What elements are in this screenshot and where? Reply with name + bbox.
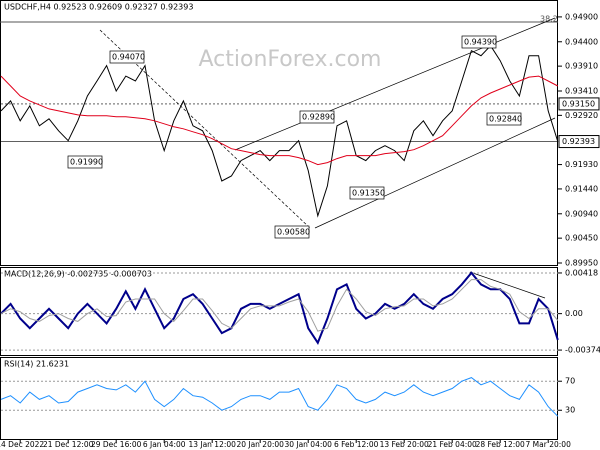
annotation: 0.92840 [489, 115, 522, 124]
y-tick-label: 0.93910 [565, 62, 598, 71]
rsi-panel [0, 357, 558, 440]
annotation: 0.94390 [464, 38, 497, 47]
annotation: 0.92890 [302, 113, 335, 122]
x-tick-label: 6 Feb 12:00 [334, 440, 379, 449]
x-tick-label: 28 Feb 12:00 [476, 440, 525, 449]
annotation: 0.91350 [352, 189, 385, 198]
main-title: USDCHF,H4 0.92523 0.92609 0.92327 0.9239… [4, 3, 193, 12]
channel-upper [234, 17, 556, 151]
y-tick-label: 0.91930 [565, 160, 598, 169]
x-tick-label: 6 Jan 04:00 [143, 440, 186, 449]
y-tick-label: 0.94400 [565, 37, 598, 46]
y-tick-label: 0.89950 [565, 259, 598, 268]
series-line [0, 75, 559, 166]
macd-title: MACD(12,26,9) -0.002735 -0.000703 [4, 270, 152, 279]
level-label: 0.93150 [562, 99, 595, 108]
annotation: 0.94070 [112, 53, 145, 62]
divergence-line [469, 271, 546, 299]
annotation: 0.90580 [277, 228, 310, 237]
x-tick-label: 21 Feb 04:00 [428, 440, 477, 449]
y-tick-label: 0.94900 [565, 12, 598, 21]
annotation-box [67, 155, 103, 169]
series-line [0, 44, 559, 218]
y-tick-label: 70 [565, 377, 575, 386]
y-tick-label: 0.90450 [565, 234, 598, 243]
x-tick-label: 13 Feb 20:00 [380, 440, 429, 449]
x-tick-label: 13 Jan 12:00 [188, 440, 236, 449]
x-tick-label: 14 Dec 2022 [0, 440, 44, 449]
watermark: ActionForex.com [199, 47, 382, 72]
annotation-box [109, 50, 145, 64]
y-tick-label: 0.90940 [565, 209, 598, 218]
main-panel [0, 0, 558, 266]
x-tick-label: 20 Jan 20:00 [236, 440, 284, 449]
y-tick-label: 0.93410 [565, 86, 598, 95]
level-box [558, 97, 600, 111]
x-tick-label: 21 Dec 12:00 [43, 440, 94, 449]
channel-lower [314, 117, 556, 229]
y-tick-label: 30 [565, 406, 575, 415]
annotation-box [349, 186, 385, 200]
fib-label: 38.2 [540, 15, 558, 24]
level-box [558, 135, 600, 149]
annotation-box [274, 225, 310, 239]
series-line [0, 279, 559, 332]
y-tick-label: 0.91440 [565, 184, 598, 193]
rsi-title: RSI(14) 21.6231 [4, 360, 69, 369]
y-tick-label: 0.00418 [565, 268, 598, 277]
series-line [0, 377, 559, 417]
annotation-box [486, 112, 522, 126]
x-tick-label: 7 Mar 20:00 [526, 440, 572, 449]
y-tick-label: 0.92920 [565, 111, 598, 120]
x-tick-label: 29 Dec 16:00 [91, 440, 142, 449]
annotation: 0.91990 [70, 158, 103, 167]
x-tick-label: 30 Jan 04:00 [284, 440, 332, 449]
annotation-box [461, 35, 497, 49]
macd-panel [0, 267, 558, 356]
trend-line [99, 29, 311, 229]
y-tick-label: -0.003744 [565, 346, 600, 355]
y-tick-label: 0.00 [565, 309, 583, 318]
annotation-box [299, 110, 335, 124]
level-label: 0.92393 [562, 137, 595, 146]
